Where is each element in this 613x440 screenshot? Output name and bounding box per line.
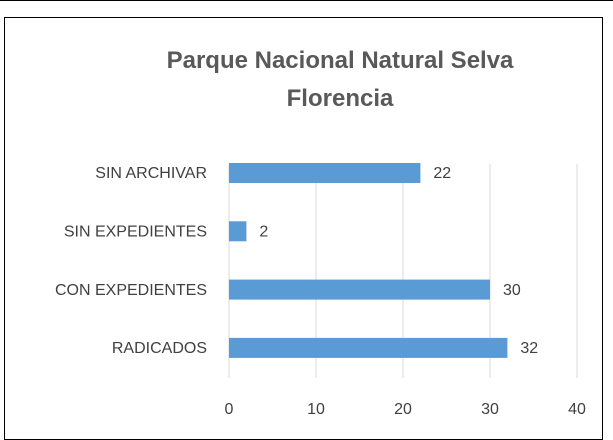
bar [229, 337, 508, 358]
data-label: 2 [259, 224, 268, 241]
y-tick-label: CON EXPEDIENTES [55, 282, 207, 299]
x-tick-label: 30 [481, 401, 499, 418]
y-tick-label: SIN ARCHIVAR [95, 165, 207, 182]
y-tick-label: SIN EXPEDIENTES [64, 224, 207, 241]
data-label: 32 [520, 340, 538, 357]
x-tick-label: 10 [307, 401, 325, 418]
bar [229, 163, 421, 183]
x-tick-label: 20 [394, 401, 412, 418]
chart-title: Parque Nacional Natural Selva Florencia [166, 47, 514, 112]
x-tick-label: 40 [568, 401, 586, 418]
bar [229, 221, 247, 242]
x-tick-label: 0 [225, 401, 234, 418]
data-label: 22 [433, 165, 451, 182]
y-tick-label: RADICADOS [112, 340, 207, 357]
bar [229, 279, 490, 300]
data-label: 30 [503, 282, 521, 299]
